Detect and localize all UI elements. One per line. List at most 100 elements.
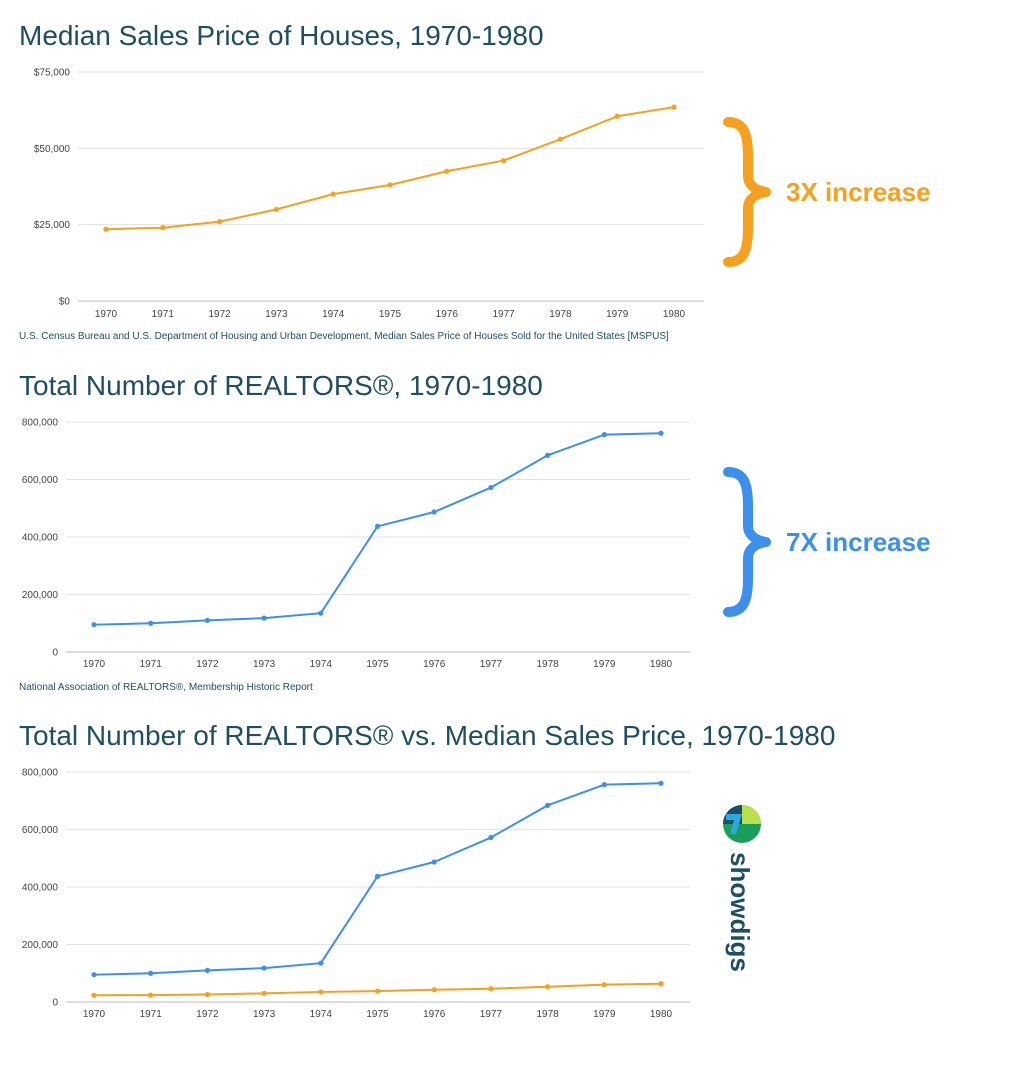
x-tick-label: 1976 [436,309,459,320]
x-tick-label: 1970 [95,309,118,320]
x-tick-label: 1972 [196,659,219,670]
x-tick-label: 1979 [606,309,629,320]
data-point [318,610,324,616]
data-point [91,622,97,628]
x-tick-label: 1971 [140,659,163,670]
data-point [614,113,620,119]
data-point [501,157,507,164]
data-point [601,432,607,438]
chart-3-title: Total Number of REALTORS® vs. Median Sal… [19,720,836,751]
data-point [601,982,607,988]
y-tick-label: 800,000 [22,418,59,429]
data-point [204,617,210,623]
price-increase-label: 3X increase [786,177,931,207]
x-tick-label: 1978 [536,1009,559,1020]
data-point [318,960,324,966]
data-point [91,992,97,998]
y-tick-label: 600,000 [22,825,59,836]
x-tick-label: 1970 [83,1009,106,1020]
x-tick-label: 1978 [536,659,559,670]
x-tick-label: 1975 [366,1009,389,1020]
data-point [488,834,494,841]
data-point [103,226,109,232]
data-point [261,615,267,621]
blue-brace-icon [723,467,771,617]
y-tick-label: $50,000 [34,144,71,155]
data-point [374,523,381,529]
y-tick-label: 0 [52,648,58,659]
x-tick-label: 1977 [480,1009,503,1020]
x-tick-label: 1971 [140,1009,163,1020]
data-point [658,430,664,436]
x-tick-label: 1971 [152,309,175,320]
chart-3-comparison: 0 200,000 400,000 600,000 800,000 1970 1971 197… [22,768,690,1020]
x-tick-label: 1973 [265,309,288,320]
data-point [601,782,607,788]
data-point [204,991,210,998]
y-tick-label: $75,000 [34,68,71,79]
y-tick-label: $25,000 [34,220,71,231]
x-tick-label: 1979 [593,1009,616,1020]
data-point [671,104,677,110]
data-point [658,780,664,786]
x-tick-label: 1974 [322,309,345,320]
chart-1-price: $0 $25,000 $50,000 $75,000 1970 1971 1972 1973 1… [34,68,704,320]
showdigs-logo-text: showdigs [725,852,755,972]
x-tick-label: 1975 [366,659,389,670]
x-tick-label: 1978 [549,309,572,320]
data-point [148,620,154,626]
chart-1-source: U.S. Census Bureau and U.S. Department o… [19,331,669,342]
chart-2-realtors: 0 200,000 400,000 600,000 800,000 1970 1971 197… [22,418,690,670]
y-tick-label: 800,000 [22,768,59,779]
data-point [148,992,154,998]
x-tick-label: 1980 [650,659,673,670]
x-tick-label: 1972 [208,309,231,320]
chart-1-title: Median Sales Price of Houses, 1970-1980 [19,20,544,51]
data-point [204,967,210,973]
data-point [387,182,393,188]
data-point [431,509,437,515]
x-tick-label: 1980 [650,1009,673,1020]
y-tick-label: 400,000 [22,883,59,894]
x-tick-label: 1973 [253,659,276,670]
x-tick-label: 1974 [310,1009,333,1020]
y-tick-label: 600,000 [22,475,59,486]
data-point [160,225,166,231]
data-point [318,989,324,995]
showdigs-logo-icon [723,805,761,843]
x-tick-label: 1977 [480,659,503,670]
x-tick-label: 1979 [593,659,616,670]
chart-2-title: Total Number of REALTORS®, 1970-1980 [19,370,543,401]
y-tick-label: 0 [52,998,58,1009]
data-point [431,987,437,993]
x-tick-label: 1972 [196,1009,219,1020]
data-point [273,206,279,212]
data-point [217,219,223,225]
y-tick-label: 400,000 [22,533,59,544]
data-point [261,965,267,971]
x-tick-label: 1973 [253,1009,276,1020]
x-tick-label: 1975 [379,309,402,320]
y-tick-label: 200,000 [22,590,59,601]
x-tick-label: 1970 [83,659,106,670]
data-point [488,986,494,992]
x-tick-label: 1980 [663,309,686,320]
data-point [374,988,381,994]
data-point [545,802,551,808]
y-tick-label: 200,000 [22,940,59,951]
data-point [545,452,551,458]
x-tick-label: 1976 [423,1009,446,1020]
data-point [557,136,564,142]
data-point [374,873,381,879]
data-point [545,984,551,990]
data-point [488,484,494,491]
data-point [658,981,664,987]
chart-2-source: National Association of REALTORS®, Membe… [19,682,313,693]
x-tick-label: 1976 [423,659,446,670]
data-point [431,859,437,865]
data-point [444,168,450,174]
data-point [330,191,336,197]
x-tick-label: 1977 [492,309,515,320]
y-tick-label: $0 [59,297,71,308]
x-tick-label: 1974 [310,659,333,670]
